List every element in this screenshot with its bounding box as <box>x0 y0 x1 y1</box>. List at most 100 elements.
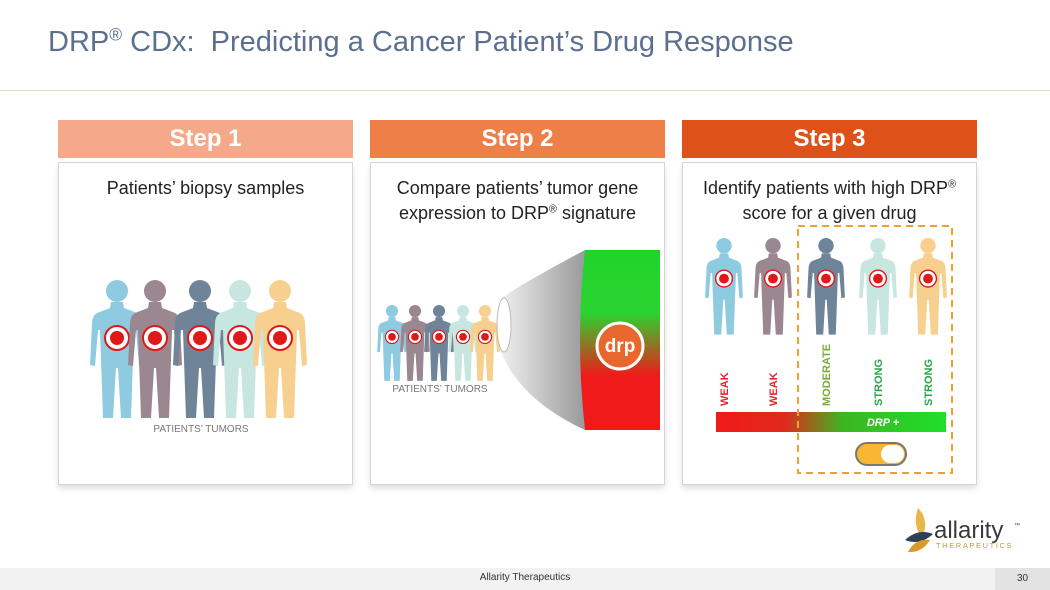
step-text: Compare patients’ tumor gene expression t… <box>370 176 665 226</box>
body <box>128 302 182 418</box>
person <box>90 280 144 418</box>
drp-badge <box>595 321 645 371</box>
head <box>408 305 422 318</box>
head <box>765 238 781 254</box>
head <box>920 238 936 254</box>
score-label: WEAK <box>768 372 780 406</box>
score-label: MODERATE <box>821 344 833 406</box>
bar-label: DRP + <box>867 417 900 429</box>
dashed-box <box>797 225 953 474</box>
logo-mark: ™ <box>1014 522 1020 529</box>
tumor <box>388 333 396 341</box>
head <box>229 280 251 302</box>
head <box>716 238 732 254</box>
person <box>448 305 478 381</box>
tumor <box>411 333 419 341</box>
leaf <box>905 532 933 542</box>
text: Identify patients with high DRP <box>702 178 949 198</box>
tumor <box>768 273 778 284</box>
person <box>377 305 407 381</box>
logo-name: allarity <box>934 517 1003 544</box>
sup: ® <box>948 178 957 191</box>
person <box>705 238 743 335</box>
tumor <box>459 333 467 341</box>
head <box>818 238 834 254</box>
score-label: STRONG <box>873 359 885 406</box>
head <box>870 238 886 254</box>
tumor <box>110 331 124 345</box>
step-header: Step 1 <box>58 120 353 158</box>
tumor <box>193 331 207 345</box>
badge-text: drp <box>605 336 636 357</box>
tumor <box>481 333 489 341</box>
tumor <box>923 273 933 284</box>
body <box>470 317 500 381</box>
slide-title: DRP® CDx: Predicting a Cancer Patient’s … <box>48 26 794 59</box>
body <box>377 317 407 381</box>
footer <box>0 568 1050 590</box>
cone <box>497 250 585 430</box>
person <box>173 280 227 418</box>
person <box>128 280 182 418</box>
leaf <box>908 539 930 553</box>
body <box>424 317 454 381</box>
step-text: Identify patients with high DRP® score fo… <box>682 176 977 226</box>
person <box>754 238 792 335</box>
person <box>400 305 430 381</box>
person <box>213 280 267 418</box>
body <box>909 253 947 335</box>
title-sup: ® <box>109 24 123 45</box>
text: expression to DRP <box>398 203 550 223</box>
tumor <box>873 273 883 284</box>
person <box>859 238 897 335</box>
drp-bar <box>716 412 946 432</box>
tumor <box>435 333 443 341</box>
text: Patients’ biopsy samples <box>106 178 305 198</box>
tumor <box>821 273 831 284</box>
head <box>189 280 211 302</box>
leaf <box>915 508 926 538</box>
tumor <box>273 331 287 345</box>
head <box>269 280 291 302</box>
head <box>432 305 446 318</box>
step-header: Step 2 <box>370 120 665 158</box>
tumor <box>148 331 162 345</box>
pill-half <box>881 445 904 463</box>
text: score for a given drug <box>742 203 917 223</box>
footer-company: Allarity Therapeutics <box>479 572 571 583</box>
logo: allarity ™ THERAPEUTICS <box>905 508 1020 553</box>
body <box>173 302 227 418</box>
body <box>400 317 430 381</box>
body <box>253 302 307 418</box>
body <box>213 302 267 418</box>
head <box>144 280 166 302</box>
text: signature <box>556 203 637 223</box>
text: Compare patients’ tumor gene <box>396 178 639 198</box>
step-text: Patients’ biopsy samples <box>58 176 353 201</box>
tumor <box>719 273 729 284</box>
caption: PATIENTS’ TUMORS <box>153 424 249 435</box>
step-header: Step 3 <box>682 120 977 158</box>
sup: ® <box>549 203 557 216</box>
head <box>478 305 492 318</box>
title-text: DRP <box>48 26 110 58</box>
tumor <box>233 331 247 345</box>
title-text: CDx: Predicting a Cancer Patient’s Drug … <box>122 26 794 58</box>
head <box>106 280 128 302</box>
body <box>448 317 478 381</box>
body <box>807 253 845 335</box>
cone-mouth <box>496 297 512 353</box>
score-label: STRONG <box>923 359 935 406</box>
person <box>470 305 500 381</box>
body <box>754 253 792 335</box>
score-label: WEAK <box>719 372 731 406</box>
person <box>253 280 307 418</box>
body <box>859 253 897 335</box>
person <box>909 238 947 335</box>
body <box>705 253 743 335</box>
person <box>424 305 454 381</box>
logo-tagline: THERAPEUTICS <box>936 541 1013 550</box>
page-number: 30 <box>995 568 1050 590</box>
